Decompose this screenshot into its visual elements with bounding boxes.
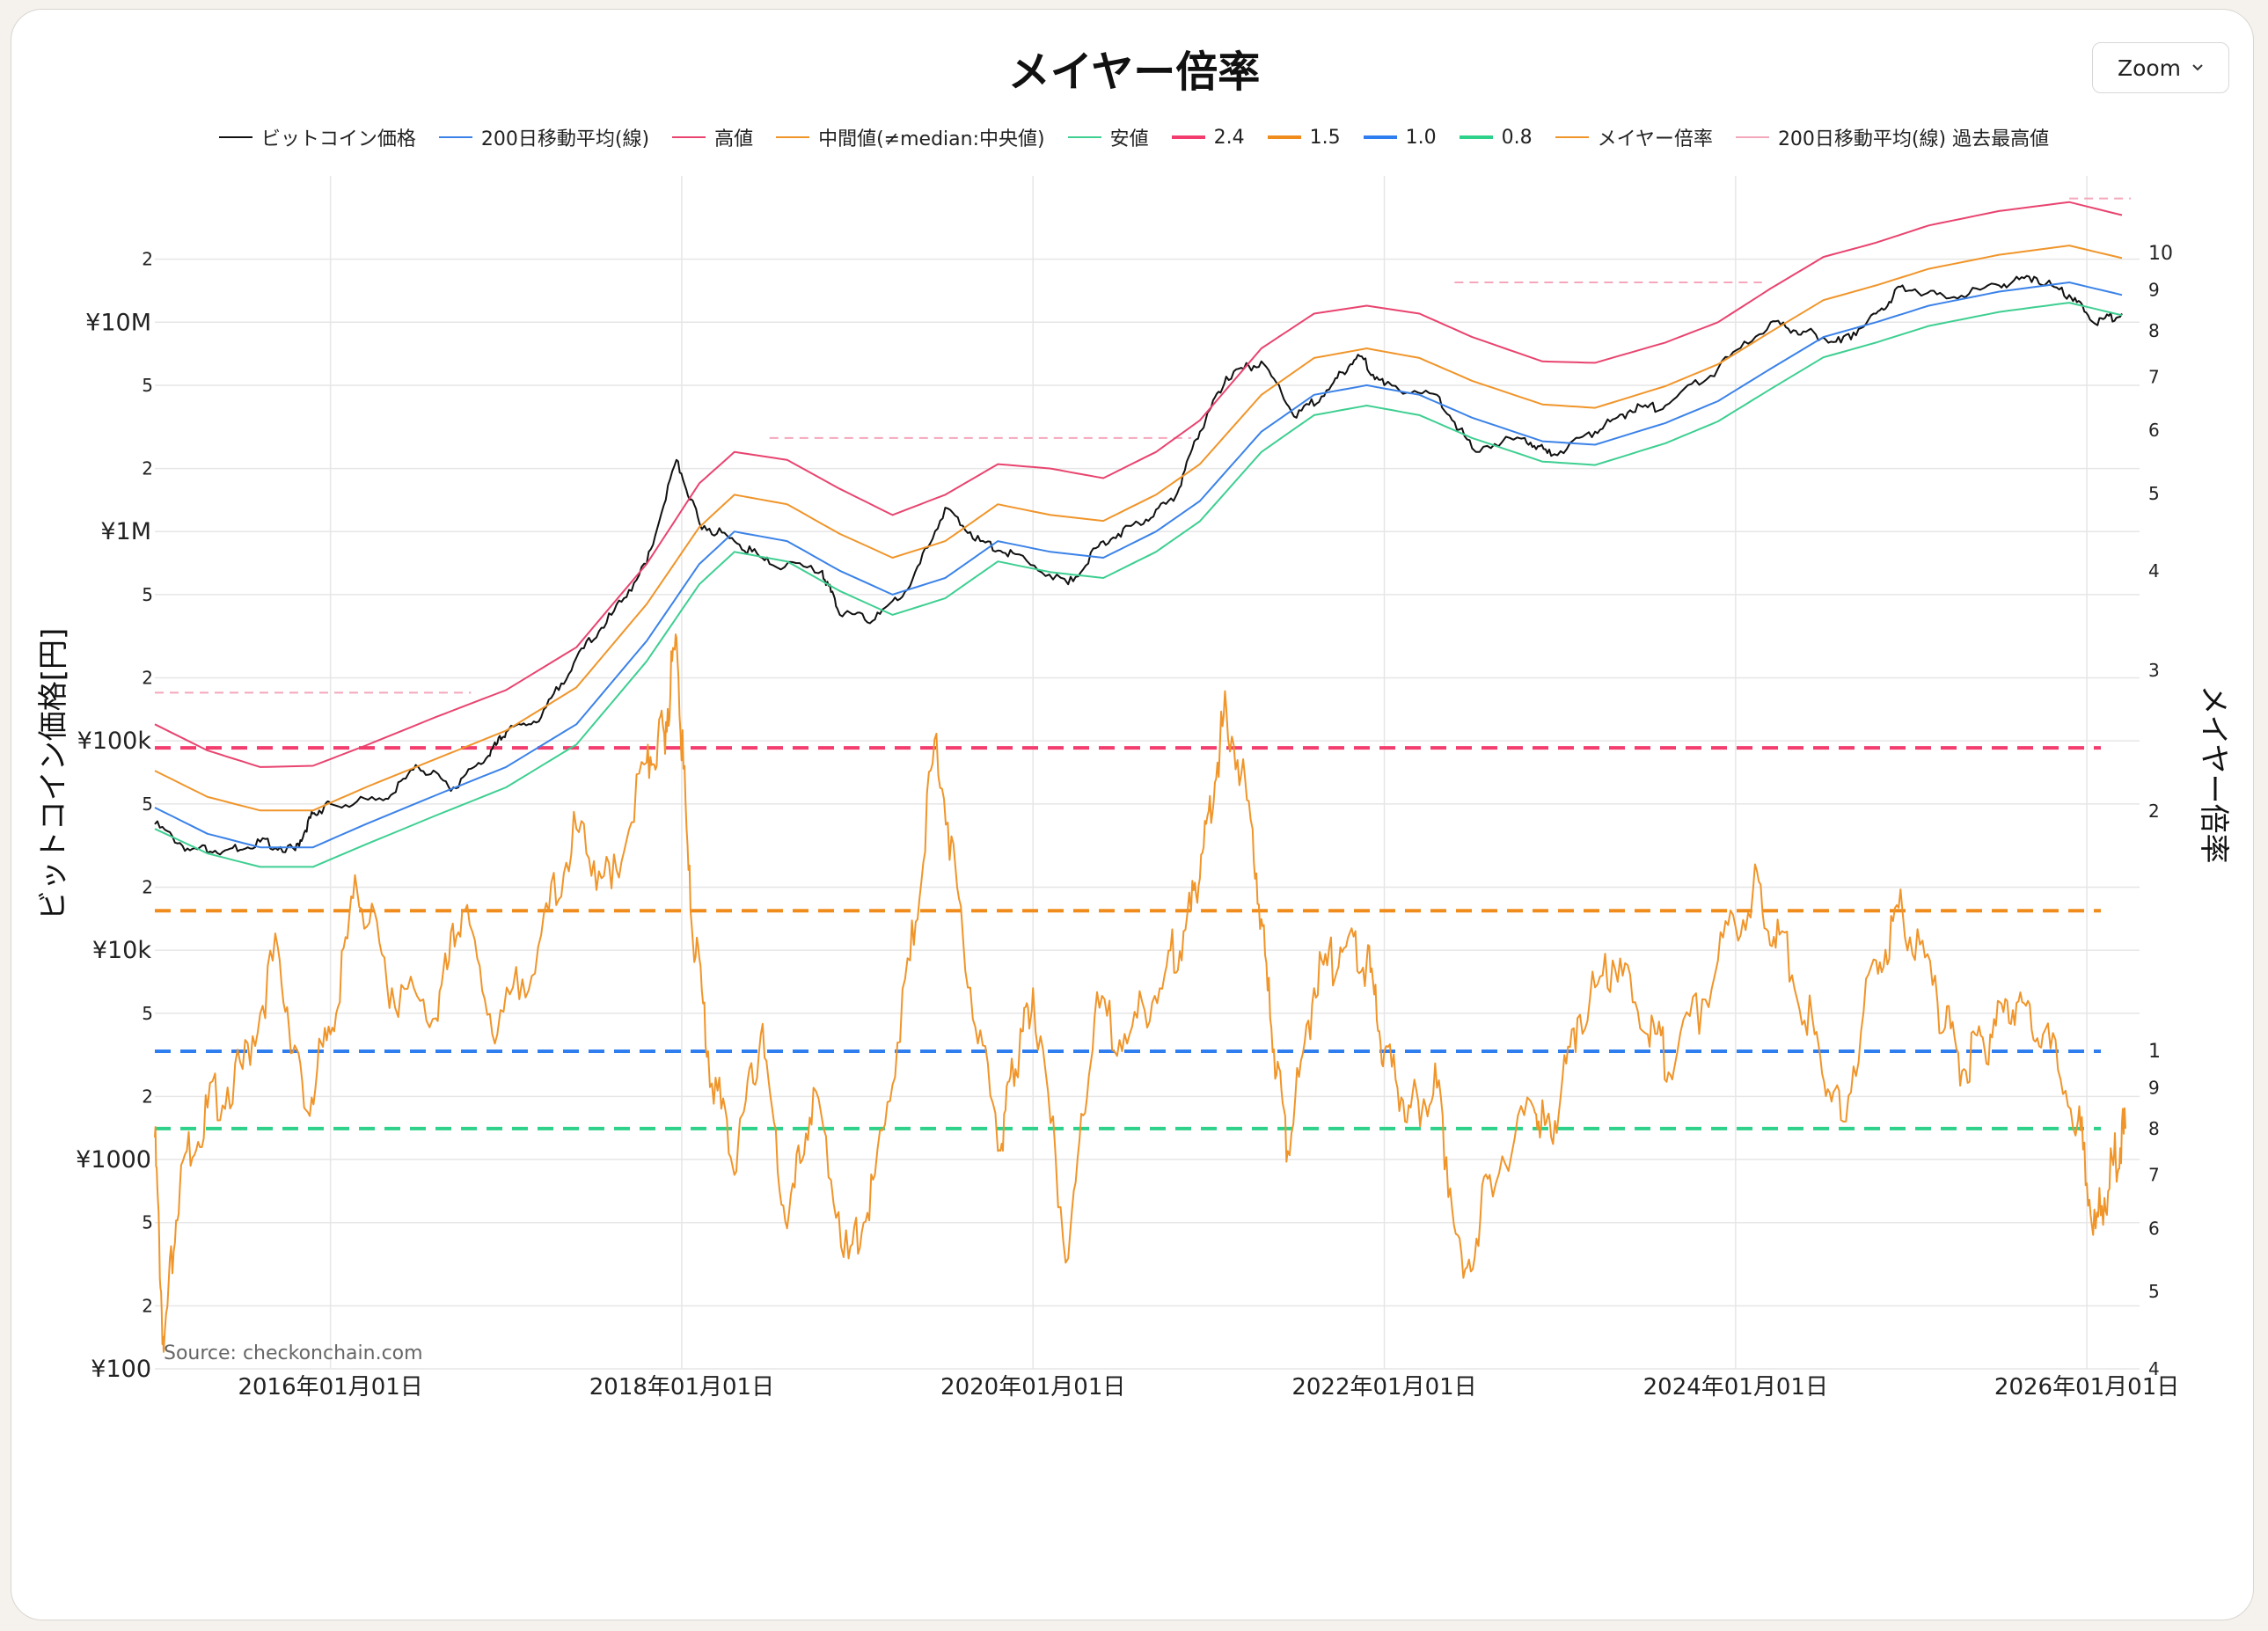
y-left-tick-label: 2	[142, 1295, 153, 1316]
x-tick-label: 2018年01月01日	[589, 1374, 774, 1401]
legend-label: 200日移動平均(線) 過去最高値	[1777, 128, 2050, 150]
legend-label: 0.8	[1501, 126, 1533, 149]
y-right-tick-label: 1	[2148, 1041, 2161, 1063]
y-left-tick-label: 2	[142, 1086, 153, 1107]
y-right-tick-label: 8	[2148, 320, 2160, 341]
x-tick-label: 2016年01月01日	[238, 1374, 422, 1401]
y-left-tick-label: 2	[142, 249, 153, 270]
series-line	[154, 274, 2123, 856]
legend-label: 1.0	[1405, 126, 1437, 149]
zoom-label: Zoom	[2117, 55, 2182, 81]
chart-card	[11, 9, 2254, 1620]
y-left-tick-label: ¥10k	[92, 937, 152, 964]
legend-swatch	[776, 136, 810, 138]
y-left-tick-label: 5	[142, 794, 153, 815]
legend-item[interactable]: ビットコイン価格	[218, 123, 416, 151]
x-tick-label: 2022年01月01日	[1291, 1374, 1476, 1401]
legend-label: 200日移動平均(線)	[480, 128, 650, 150]
legend-item[interactable]: 高値	[672, 123, 753, 151]
legend-swatch	[218, 136, 252, 138]
legend-swatch	[1735, 136, 1769, 138]
legend-swatch	[438, 136, 472, 138]
y-left-tick-label: 5	[142, 1003, 153, 1024]
chart-legend: ビットコイン価格 200日移動平均(線) 高値 中間値(≠median:中央値) 安値 2…	[0, 120, 2268, 155]
legend-label: 高値	[714, 128, 754, 150]
legend-item[interactable]: 0.8	[1459, 126, 1533, 149]
y-right-tick-label: 3	[2148, 660, 2160, 681]
y-left-tick-label: ¥10M	[85, 309, 151, 336]
legend-swatch	[1363, 135, 1397, 139]
zoom-dropdown[interactable]: Zoom	[2092, 42, 2229, 93]
y-right-tick-label: 4	[2148, 560, 2160, 581]
y-left-tick-label: ¥1000	[76, 1146, 151, 1174]
legend-item[interactable]: 中間値(≠median:中央値)	[776, 123, 1045, 151]
legend-swatch	[1067, 136, 1101, 138]
legend-label: 1.5	[1309, 126, 1341, 149]
legend-label: ビットコイン価格	[260, 128, 416, 150]
x-tick-label: 2026年01月01日	[1994, 1374, 2179, 1401]
legend-item[interactable]: 200日移動平均(線)	[438, 123, 650, 151]
legend-item[interactable]: メイヤー倍率	[1555, 123, 1713, 151]
y-left-tick-label: 2	[142, 668, 153, 689]
legend-swatch	[1555, 136, 1589, 138]
series-line	[154, 633, 2126, 1353]
legend-label: 2.4	[1213, 126, 1245, 149]
y-right-tick-label: 5	[2148, 1281, 2160, 1302]
legend-swatch	[672, 136, 706, 138]
legend-label: 安値	[1109, 128, 1149, 150]
legend-swatch	[1267, 135, 1301, 139]
y-right-tick-label: 9	[2148, 279, 2160, 300]
y-right-tick-label: 2	[2148, 801, 2160, 822]
y-right-tick-label: 6	[2148, 1218, 2160, 1239]
legend-item[interactable]: 2.4	[1171, 126, 1245, 149]
y-left-axis-title: ビットコイン価格[円]	[36, 628, 71, 921]
chart-title: メイヤー倍率	[1007, 48, 1261, 97]
legend-label: 中間値(≠median:中央値)	[818, 128, 1045, 150]
y-right-tick-label: 7	[2148, 366, 2160, 387]
y-left-tick-label: 5	[142, 1212, 153, 1233]
y-right-axis-title: メイヤー倍率	[2196, 685, 2231, 864]
y-left-tick-label: ¥100k	[77, 728, 152, 755]
legend-swatch	[1459, 135, 1493, 139]
series-line	[154, 201, 2123, 768]
y-left-tick-label: ¥1M	[100, 518, 151, 545]
legend-item[interactable]: 1.0	[1363, 126, 1437, 149]
legend-swatch	[1171, 135, 1205, 139]
x-tick-label: 2020年01月01日	[940, 1374, 1125, 1401]
y-right-tick-label: 7	[2148, 1165, 2160, 1186]
y-right-tick-label: 8	[2148, 1118, 2160, 1139]
y-right-tick-label: 5	[2148, 483, 2160, 504]
x-tick-label: 2024年01月01日	[1643, 1374, 1828, 1401]
y-right-tick-label: 9	[2148, 1078, 2160, 1099]
legend-label: メイヤー倍率	[1597, 128, 1713, 150]
y-right-tick-label: 10	[2148, 243, 2173, 265]
series-line	[154, 302, 2123, 868]
y-right-tick-label: 4	[2148, 1358, 2160, 1379]
series-line	[154, 282, 2123, 849]
y-left-tick-label: 2	[142, 458, 153, 479]
legend-item[interactable]: 1.5	[1267, 126, 1341, 149]
legend-item[interactable]: 200日移動平均(線) 過去最高値	[1735, 123, 2050, 151]
legend-item[interactable]: 安値	[1067, 123, 1149, 151]
y-left-tick-label: 2	[142, 876, 153, 897]
y-right-tick-label: 6	[2148, 420, 2160, 441]
series-line	[154, 245, 2123, 812]
y-left-tick-label: 5	[142, 584, 153, 605]
source-note: Source: checkonchain.com	[164, 1342, 423, 1364]
y-left-tick-label: ¥100	[91, 1356, 151, 1383]
y-left-tick-label: 5	[142, 375, 153, 396]
chevron-down-icon	[2192, 64, 2203, 71]
